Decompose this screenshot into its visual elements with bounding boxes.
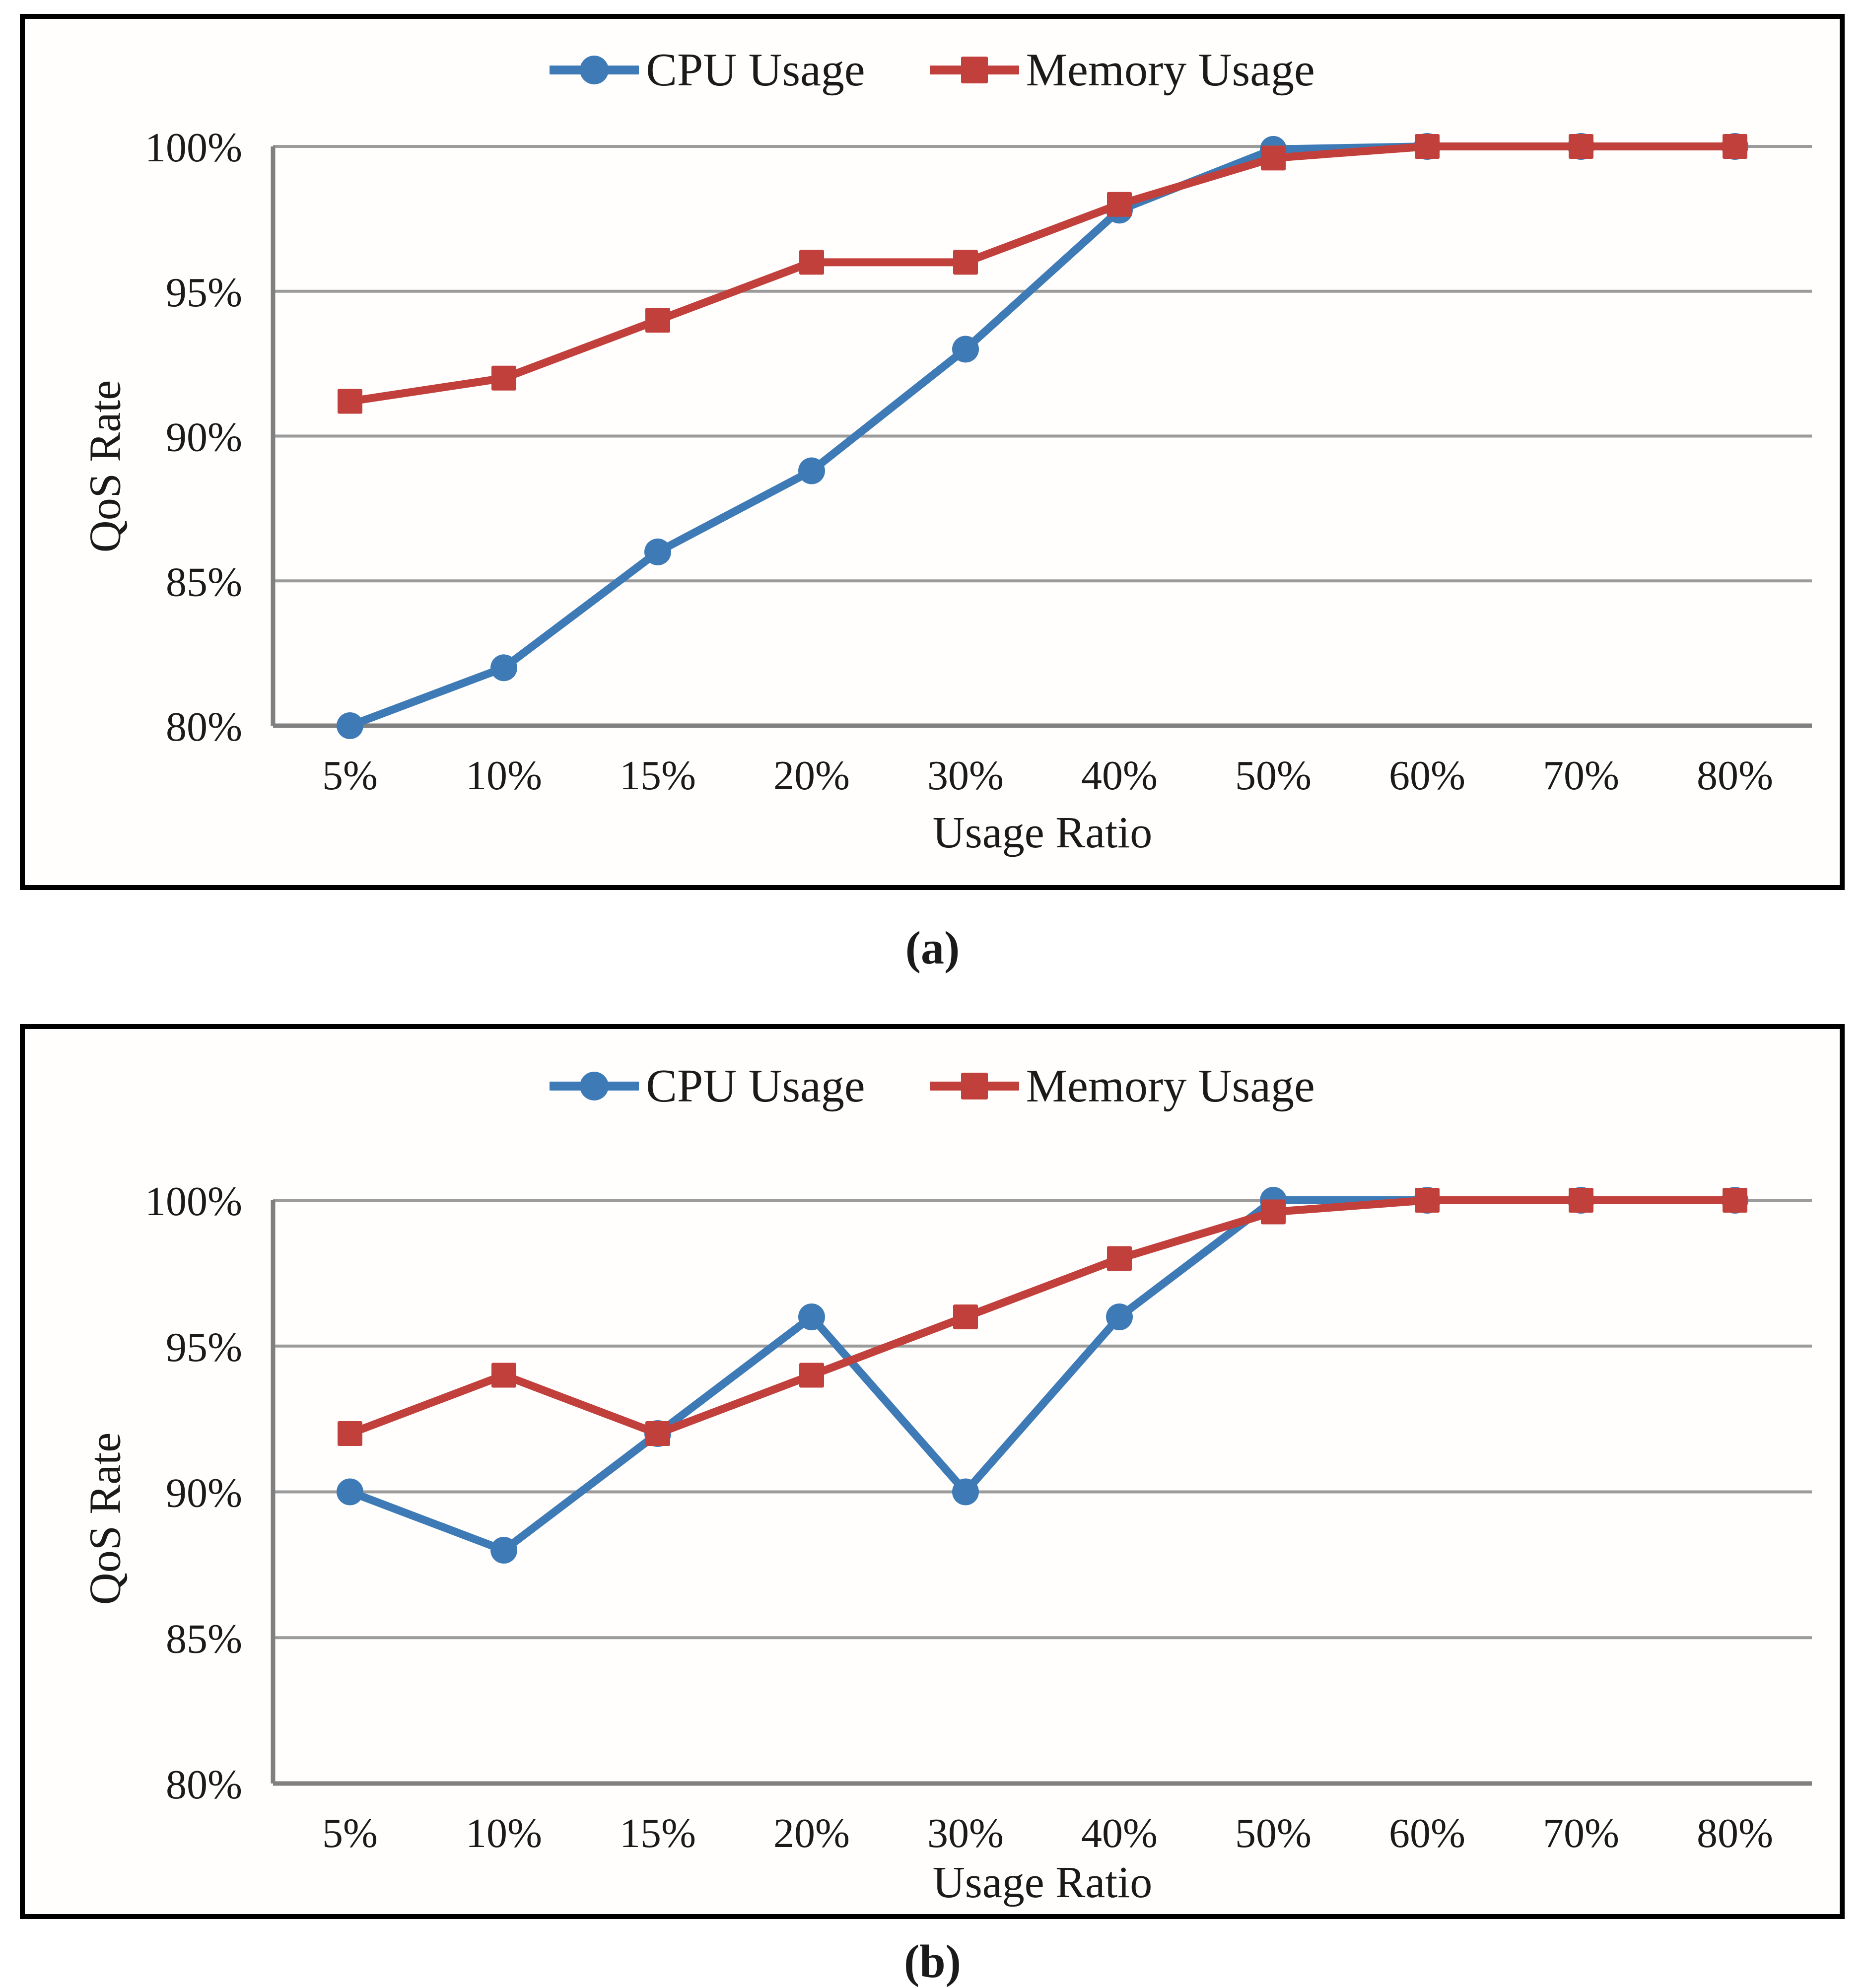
x-axis-title-a: Usage Ratio	[932, 808, 1153, 857]
svg-text:90%: 90%	[166, 414, 242, 461]
svg-text:70%: 70%	[1543, 1810, 1619, 1856]
svg-text:15%: 15%	[620, 753, 696, 799]
svg-text:80%: 80%	[166, 1762, 242, 1808]
plot-area-b: 100% 95% 90% 85% 80% 5% 10% 15% 20% 30% 40% 50% 60% 7…	[145, 1178, 1812, 1856]
plot-area-a: 100% 95% 90% 85% 80% 5% 10% 15% 20% 30% 40% 50% 60% 7…	[145, 125, 1812, 799]
legend-item-cpu: CPU Usage	[550, 1059, 865, 1113]
legend-a: CPU Usage Memory Usage	[25, 43, 1840, 97]
svg-text:30%: 30%	[927, 1810, 1004, 1856]
y-axis-title-a: QoS Rate	[80, 380, 130, 553]
svg-text:95%: 95%	[166, 1324, 242, 1371]
svg-text:70%: 70%	[1543, 753, 1619, 799]
x-axis-title-b: Usage Ratio	[932, 1858, 1153, 1907]
svg-text:60%: 60%	[1389, 753, 1465, 799]
svg-text:40%: 40%	[1081, 753, 1158, 799]
svg-text:100%: 100%	[145, 125, 242, 171]
svg-text:10%: 10%	[466, 753, 542, 799]
legend-item-cpu: CPU Usage	[550, 43, 865, 97]
svg-text:40%: 40%	[1081, 1810, 1158, 1856]
legend-label-memory: Memory Usage	[1026, 44, 1315, 96]
cpu-series-marker-icon	[550, 1072, 639, 1100]
memory-series-marker-icon	[929, 1073, 1019, 1099]
svg-text:95%: 95%	[166, 270, 242, 316]
legend-item-memory: Memory Usage	[929, 43, 1315, 97]
cpu-series-marker-icon	[550, 56, 639, 84]
svg-text:5%: 5%	[322, 1810, 378, 1856]
legend-label-cpu: CPU Usage	[646, 1060, 865, 1112]
svg-text:90%: 90%	[166, 1470, 242, 1516]
svg-text:20%: 20%	[773, 753, 850, 799]
svg-text:30%: 30%	[927, 753, 1004, 799]
y-axis-title-b: QoS Rate	[80, 1432, 130, 1605]
svg-text:60%: 60%	[1389, 1810, 1465, 1856]
svg-text:15%: 15%	[620, 1810, 696, 1856]
svg-text:20%: 20%	[773, 1810, 850, 1856]
caption-b: (b)	[904, 1936, 961, 1988]
caption-a: (a)	[905, 922, 960, 974]
svg-text:100%: 100%	[145, 1178, 242, 1225]
chart-panel-b: CPU Usage Memory Usage QoS Rate 100% 95% 9…	[20, 1024, 1845, 1919]
legend-label-cpu: CPU Usage	[646, 44, 865, 96]
chart-panel-a: CPU Usage Memory Usage QoS Rate 100% 95% 9…	[20, 14, 1845, 890]
svg-text:10%: 10%	[466, 1810, 542, 1856]
svg-text:50%: 50%	[1235, 1810, 1312, 1856]
svg-text:85%: 85%	[166, 1616, 242, 1662]
svg-text:80%: 80%	[1697, 1810, 1773, 1856]
legend-label-memory: Memory Usage	[1026, 1060, 1315, 1112]
memory-series-marker-icon	[929, 57, 1019, 83]
svg-text:5%: 5%	[322, 753, 378, 799]
svg-text:50%: 50%	[1235, 753, 1312, 799]
svg-text:80%: 80%	[1697, 753, 1773, 799]
svg-text:85%: 85%	[166, 559, 242, 605]
svg-text:80%: 80%	[166, 704, 242, 750]
legend-b: CPU Usage Memory Usage	[25, 1059, 1840, 1113]
legend-item-memory: Memory Usage	[929, 1059, 1315, 1113]
